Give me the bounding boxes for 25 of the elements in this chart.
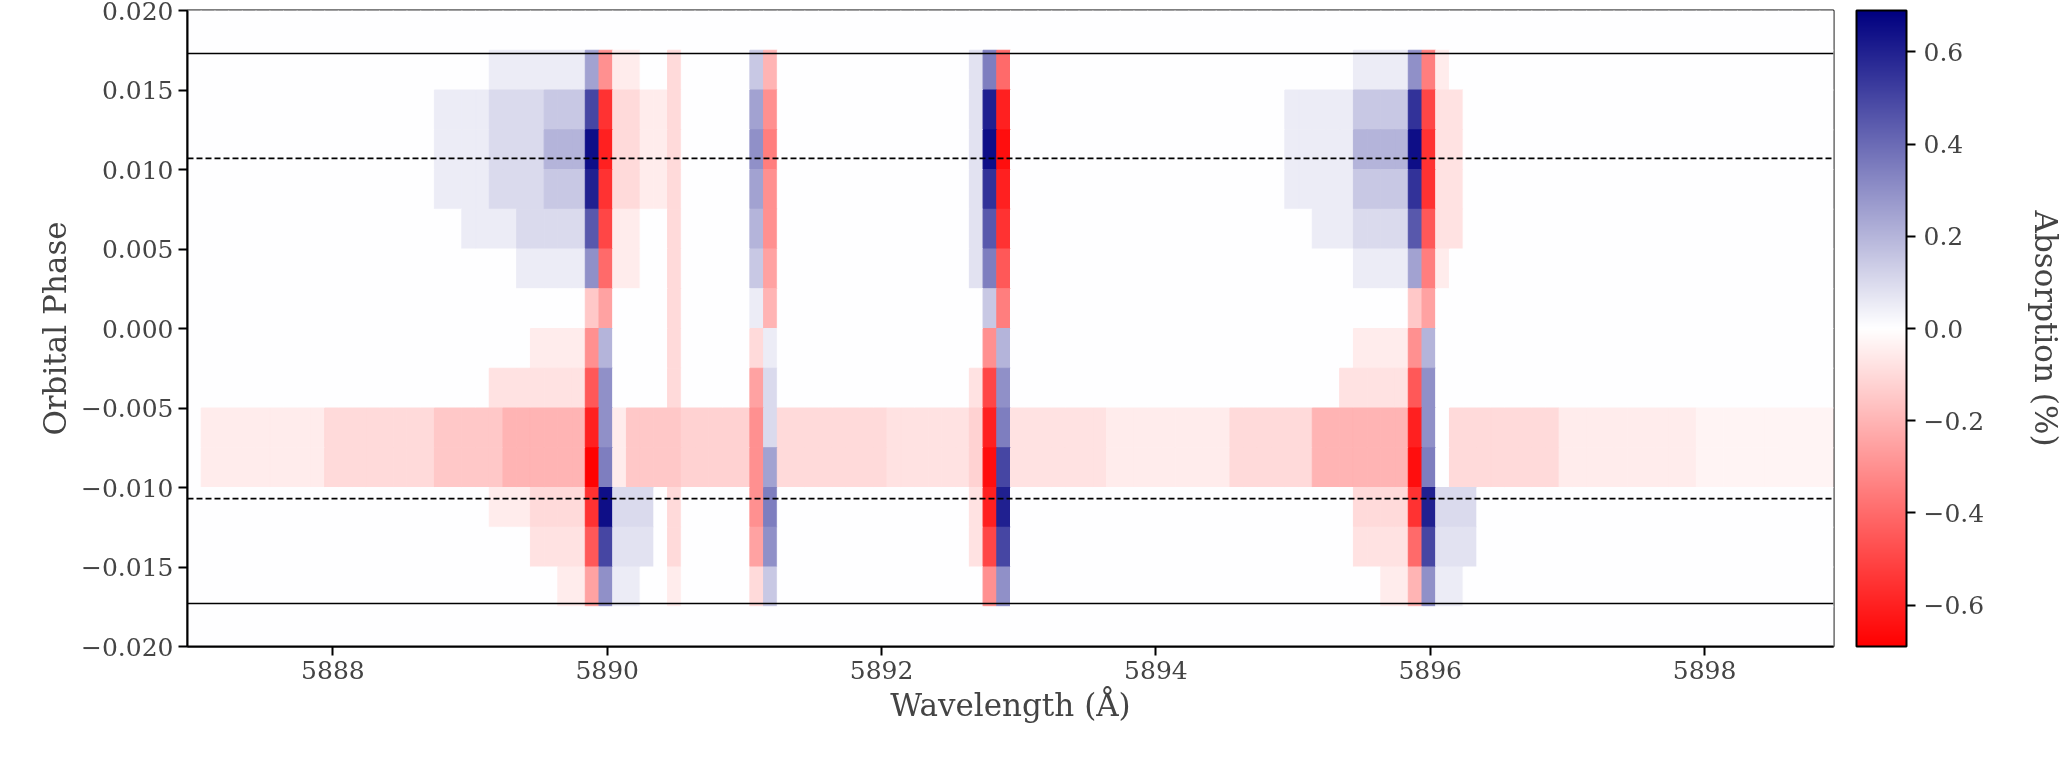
- y-tick-label: −0.010: [80, 473, 174, 503]
- color-bar-label: −0.4: [1923, 498, 1985, 528]
- y-tick-label: 0.015: [101, 76, 174, 105]
- color-bar-label: 0.4: [1923, 130, 1964, 160]
- y-tick-label: 0.000: [101, 314, 174, 344]
- color-bar-label: 0.0: [1923, 314, 1964, 344]
- color-bar-label: 0.2: [1923, 222, 1964, 252]
- x-tick-label: 5890: [575, 655, 640, 685]
- x-tick-label: 5898: [1672, 655, 1737, 685]
- color-bar-label: −0.2: [1923, 406, 1985, 436]
- color-bar-title: Absorption (%): [2027, 209, 2064, 447]
- y-tick-label: −0.015: [80, 553, 174, 582]
- y-tick-label: 0.005: [101, 235, 174, 264]
- color-bar-label: 0.6: [1923, 37, 1964, 67]
- y-tick-label: 0.020: [101, 0, 174, 26]
- y-axis-title: Orbital Phase: [36, 221, 73, 436]
- x-axis-title: Wavelength (Å): [890, 685, 1131, 723]
- x-tick-label: 5888: [301, 655, 365, 685]
- x-tick-label: 5894: [1124, 655, 1188, 685]
- color-bar-label: −0.6: [1923, 591, 1985, 621]
- y-tick-label: −0.005: [80, 394, 174, 423]
- y-tick-label: −0.020: [80, 632, 174, 662]
- y-tick-label: 0.010: [101, 155, 174, 185]
- x-tick-label: 5896: [1398, 655, 1463, 685]
- x-tick-label: 5892: [849, 655, 914, 685]
